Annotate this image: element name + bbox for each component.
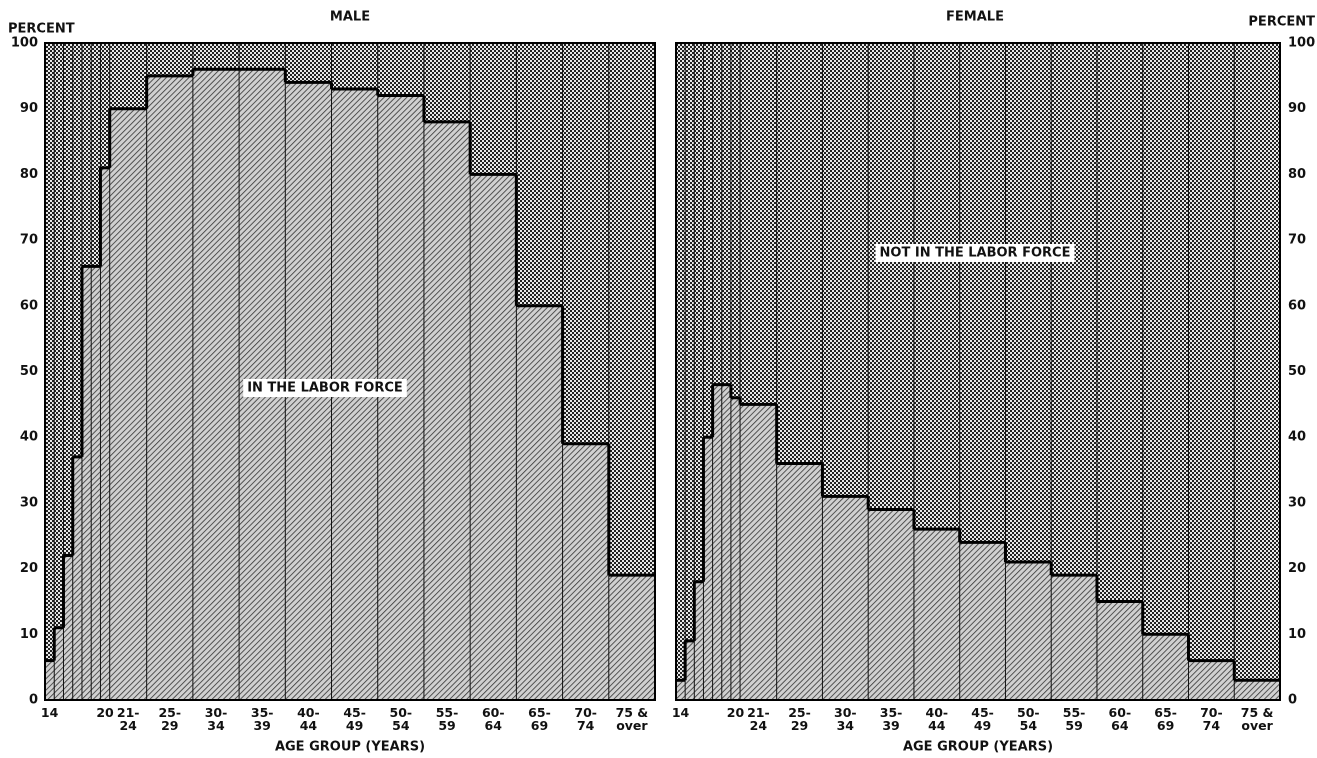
bar <box>72 456 82 700</box>
y-tick-label: 50 <box>20 364 38 379</box>
bar <box>868 509 914 700</box>
x-tick-label: 70- 74 <box>1200 705 1223 733</box>
bar <box>470 174 517 700</box>
x-tick-label: 20 <box>96 705 114 720</box>
bar <box>109 108 147 700</box>
annotation-background <box>875 244 1075 262</box>
x-tick-label: 60- 64 <box>481 705 505 733</box>
y-tick-label: 80 <box>1288 167 1306 182</box>
bar <box>676 680 686 700</box>
bar <box>822 496 869 700</box>
y-tick-label: 90 <box>1288 101 1306 116</box>
x-tick-label: 25- 29 <box>788 705 811 733</box>
x-tick-label: 30- 34 <box>834 705 857 733</box>
x-tick-label: 60- 64 <box>1108 705 1132 733</box>
bar <box>1051 575 1097 700</box>
bar <box>959 542 1006 700</box>
bar <box>54 627 64 700</box>
bar <box>1142 634 1189 700</box>
bar <box>516 305 563 700</box>
y-tick-label: 80 <box>20 167 38 182</box>
bar <box>685 640 695 700</box>
bar <box>721 384 731 700</box>
y-tick-label: 100 <box>1288 36 1315 51</box>
y-tick-label: 20 <box>1288 561 1306 576</box>
y-tick-label: 60 <box>1288 298 1306 313</box>
x-tick-label: 75 & over <box>1240 705 1274 733</box>
x-tick-label: 70- 74 <box>574 705 597 733</box>
bar <box>91 266 101 700</box>
x-tick-label: 40- 44 <box>925 705 949 733</box>
x-tick-label: 20 <box>726 705 745 720</box>
x-tick-label: 45- 49 <box>343 705 366 733</box>
bar <box>913 529 960 700</box>
x-tick-label: 25- 29 <box>158 705 182 733</box>
annotation: IN THE LABOR FORCE <box>247 381 403 396</box>
x-tick-label: 14 <box>40 705 59 720</box>
y-axis-label: PERCENT <box>8 22 75 37</box>
x-tick-label: 30- 34 <box>204 705 228 733</box>
y-tick-label: 60 <box>20 298 38 313</box>
bar <box>1188 660 1235 700</box>
x-tick-label: 55- 59 <box>435 705 459 733</box>
bar <box>192 69 240 700</box>
y-tick-label: 100 <box>11 36 38 51</box>
bar <box>81 266 92 700</box>
x-tick-label: 35- 39 <box>879 705 903 733</box>
y-tick-label: 70 <box>1288 233 1306 248</box>
bar <box>740 404 777 700</box>
annotation: NOT IN THE LABOR FORCE <box>880 246 1071 261</box>
x-tick-label: 55- 59 <box>1062 705 1086 733</box>
y-tick-label: 50 <box>1288 364 1306 379</box>
x-tick-label: 21- 24 <box>116 705 140 733</box>
bar <box>377 95 424 700</box>
y-tick-label: 30 <box>1288 495 1306 510</box>
bar <box>703 437 713 700</box>
bar <box>63 555 73 700</box>
x-tick-label: 75 & over <box>615 705 649 733</box>
y-tick-label: 0 <box>1288 693 1297 708</box>
bar <box>1096 601 1143 700</box>
bar <box>1234 680 1280 700</box>
y-tick-label: 90 <box>20 101 38 116</box>
y-tick-label: 70 <box>20 233 38 248</box>
annotation-background <box>243 379 407 397</box>
chart-title: MALE <box>330 10 370 25</box>
x-tick-label: 50- 54 <box>389 705 413 733</box>
y-tick-label: 10 <box>20 627 38 642</box>
bar <box>562 443 609 700</box>
x-tick-label: 40- 44 <box>297 705 320 733</box>
x-tick-label: 35- 39 <box>250 705 274 733</box>
y-tick-label: 30 <box>20 495 38 510</box>
bar <box>776 463 823 700</box>
bar <box>730 397 741 700</box>
bar <box>712 384 722 700</box>
x-tick-label: 45- 49 <box>971 705 994 733</box>
x-tick-label: 65- 69 <box>528 705 551 733</box>
bar <box>423 121 471 701</box>
plot-frame <box>44 42 656 701</box>
bar <box>1005 562 1052 700</box>
plot-frame <box>675 42 1281 701</box>
bar <box>100 167 110 700</box>
y-tick-label: 20 <box>20 561 38 576</box>
x-axis-label: AGE GROUP (YEARS) <box>903 740 1053 755</box>
y-axis-label: PERCENT <box>1248 15 1315 30</box>
x-tick-label: 65- 69 <box>1154 705 1177 733</box>
bar <box>146 75 193 701</box>
x-tick-label: 21- 24 <box>747 705 770 733</box>
x-tick-label: 50- 54 <box>1017 705 1040 733</box>
y-tick-label: 40 <box>1288 430 1306 445</box>
bar <box>694 581 704 700</box>
y-tick-label: 0 <box>29 693 38 708</box>
bar <box>45 660 55 700</box>
bar <box>608 575 655 700</box>
y-tick-label: 10 <box>1288 627 1306 642</box>
y-tick-label: 40 <box>20 430 38 445</box>
chart-title: FEMALE <box>946 10 1004 25</box>
x-tick-label: 14 <box>671 705 690 720</box>
x-axis-label: AGE GROUP (YEARS) <box>275 740 425 755</box>
